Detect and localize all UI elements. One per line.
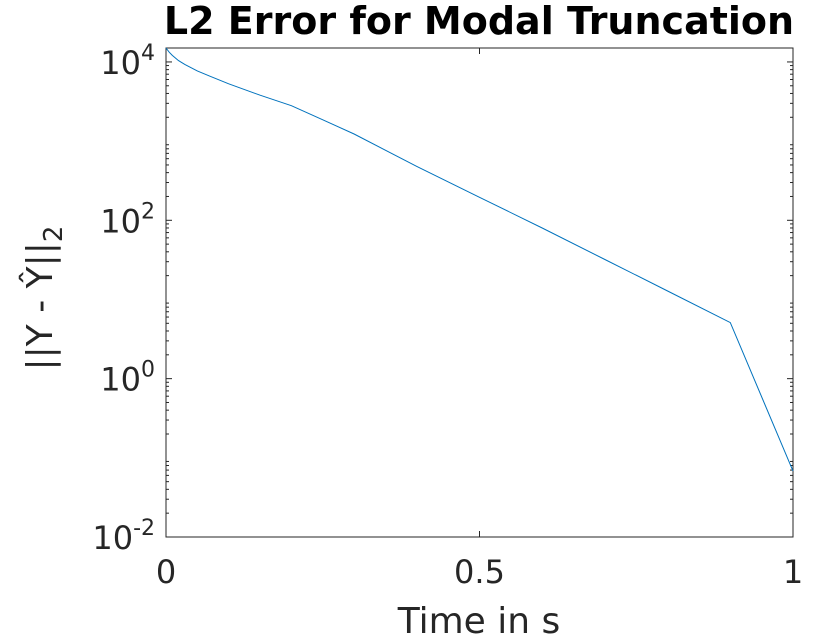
- y-tick-label: 104: [100, 41, 155, 82]
- y-axis-label-main: ||Y - Ŷ||: [18, 242, 61, 370]
- x-tick-label: 1: [783, 553, 803, 591]
- series-line: [165, 47, 794, 472]
- axes: 0 0.5 1 10-2 100 102 104: [92, 41, 803, 591]
- chart-title: L2 Error for Modal Truncation: [164, 0, 794, 43]
- y-axis-label: ||Y - Ŷ||2: [18, 226, 69, 371]
- plot-area: [165, 47, 794, 472]
- axes-box: [165, 47, 794, 538]
- y-tick-label: 102: [100, 199, 155, 240]
- x-axis-label: Time in s: [397, 601, 561, 638]
- y-tick-label: 100: [100, 358, 155, 399]
- y-tick-label: 10-2: [92, 516, 155, 557]
- x-tick-label: 0.5: [454, 553, 505, 591]
- x-tick-label: 0: [156, 553, 176, 591]
- y-axis-label-subscript: 2: [39, 226, 69, 243]
